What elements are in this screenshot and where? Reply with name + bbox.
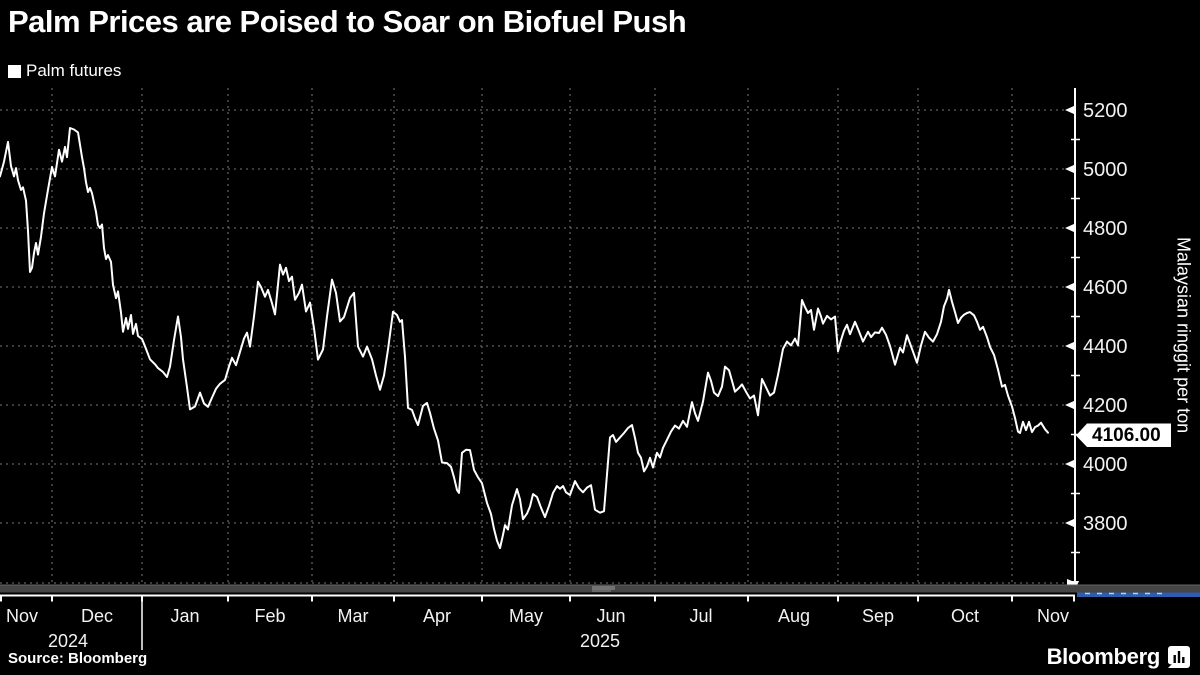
svg-text:Mar: Mar <box>338 606 369 626</box>
svg-text:Jun: Jun <box>596 606 625 626</box>
legend: Palm futures <box>8 61 121 81</box>
y-axis: 5200 5000 4800 4600 4400 4200 4000 3800 <box>1065 88 1128 590</box>
svg-text:Dec: Dec <box>81 606 113 626</box>
price-line <box>0 127 1049 550</box>
page-title: Palm Prices are Poised to Soar on Biofue… <box>8 4 687 39</box>
timeline-scrollbar[interactable] <box>0 584 1200 598</box>
svg-text:4600: 4600 <box>1083 277 1128 299</box>
svg-text:4200: 4200 <box>1083 395 1128 417</box>
svg-text:4000: 4000 <box>1083 454 1128 476</box>
svg-text:2025: 2025 <box>580 631 620 651</box>
svg-text:2024: 2024 <box>48 631 88 651</box>
svg-text:Sep: Sep <box>862 606 894 626</box>
legend-label: Palm futures <box>26 61 122 80</box>
svg-text:3800: 3800 <box>1083 513 1128 535</box>
current-value-label: 4106.00 <box>1092 425 1161 446</box>
svg-text:Feb: Feb <box>254 606 285 626</box>
svg-text:Apr: Apr <box>423 606 451 626</box>
svg-text:4800: 4800 <box>1083 218 1128 240</box>
svg-text:5000: 5000 <box>1083 159 1128 181</box>
svg-text:Nov: Nov <box>6 606 38 626</box>
grid-lines <box>0 88 1077 587</box>
scrollbar-blue-range[interactable] <box>1077 592 1200 598</box>
svg-text:5200: 5200 <box>1083 100 1128 122</box>
bloomberg-wordmark: Bloomberg <box>1046 644 1161 669</box>
svg-text:Oct: Oct <box>951 606 979 626</box>
current-value-badge: 4106.00 <box>1076 423 1171 447</box>
source-credit: Source: Bloomberg <box>8 650 148 667</box>
svg-text:Jan: Jan <box>170 606 199 626</box>
bloomberg-logo: Bloomberg <box>1047 644 1190 670</box>
x-axis: Nov Dec Jan Feb Mar Apr May Jun Jul Aug Sep Oct Nov 2… <box>0 594 1075 651</box>
y-axis-title: Malaysian ringgit per ton <box>1173 236 1194 434</box>
svg-text:Aug: Aug <box>778 606 810 626</box>
scrollbar-grip[interactable] <box>592 586 615 592</box>
svg-text:4400: 4400 <box>1083 336 1128 358</box>
svg-text:Nov: Nov <box>1037 606 1069 626</box>
legend-marker-icon <box>8 64 21 78</box>
svg-text:Jul: Jul <box>689 606 712 626</box>
svg-text:May: May <box>509 606 543 626</box>
bloomberg-icon <box>1167 646 1190 668</box>
